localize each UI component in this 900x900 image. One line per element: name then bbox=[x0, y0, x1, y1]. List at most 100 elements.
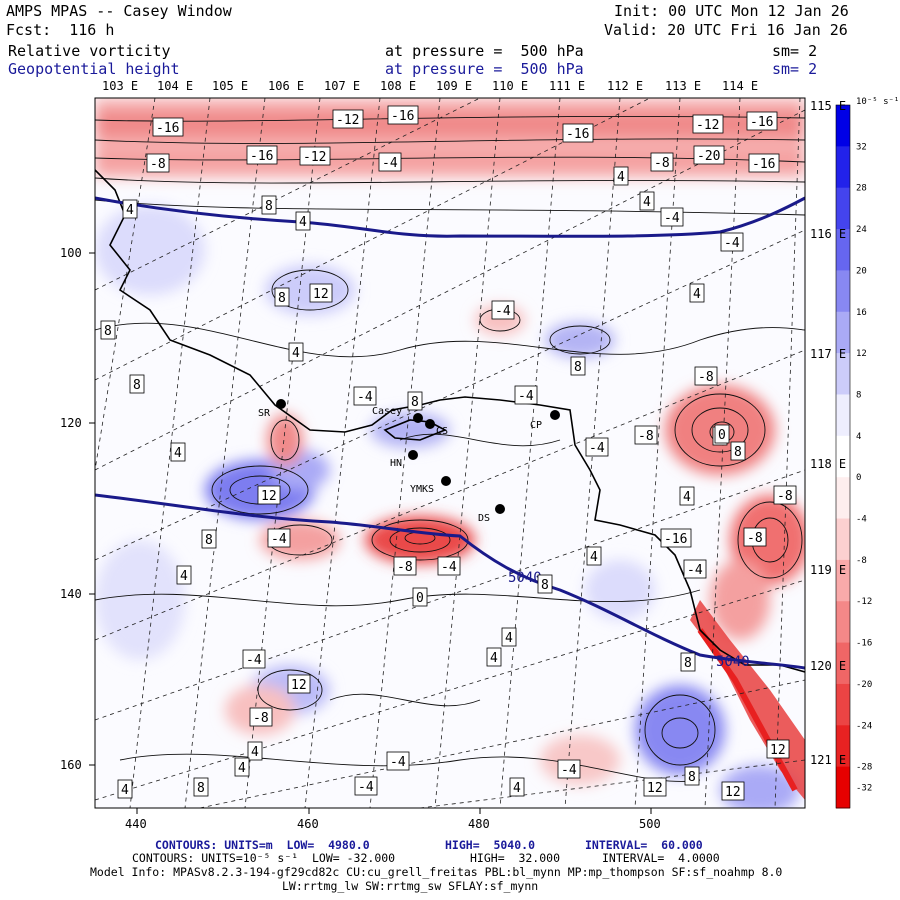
vorticity-contour-high: HIGH= 32.000 bbox=[470, 851, 561, 865]
vorticity-label-box bbox=[501, 627, 517, 647]
vorticity-contour-label: 4 bbox=[174, 446, 182, 461]
vorticity-label-box bbox=[714, 424, 730, 444]
vorticity-contours bbox=[95, 115, 805, 782]
vorticity-contour-label: 8 bbox=[734, 445, 742, 460]
model-info-cont: LW:rrtmg_lw SW:rrtmg_sw SFLAY:sf_mynn bbox=[282, 879, 539, 893]
vorticity-label-box bbox=[743, 527, 767, 547]
colorbar-swatch bbox=[836, 105, 850, 147]
x-tick-label: 460 bbox=[297, 817, 319, 831]
vorticity-label-box bbox=[257, 485, 281, 505]
vorticity-label-box bbox=[146, 153, 170, 173]
colorbar-label: 24 bbox=[856, 225, 867, 235]
vorticity-label-box bbox=[660, 528, 692, 548]
vorticity-label-box bbox=[720, 232, 744, 252]
field1-smoothing: sm= 2 bbox=[772, 42, 818, 60]
vorticity-contour-label: 4 bbox=[180, 569, 188, 584]
colorbar-swatch bbox=[836, 311, 850, 354]
colorbar-label: -8 bbox=[856, 556, 867, 566]
vorticity-label-box bbox=[386, 751, 410, 771]
station-markers bbox=[276, 399, 560, 514]
lon-label-right: 120 E bbox=[810, 659, 846, 673]
vorticity-contour-label: -4 bbox=[495, 304, 511, 319]
colorbar-frame bbox=[835, 104, 851, 809]
vorticity-contour-label: -4 bbox=[382, 156, 398, 171]
vorticity-label-box bbox=[689, 283, 705, 303]
vorticity-contour-label: -4 bbox=[724, 236, 740, 251]
colorbar-label: 12 bbox=[856, 349, 867, 359]
station-label: DS bbox=[478, 513, 490, 524]
vorticity-contour-label: 4 bbox=[238, 761, 246, 776]
vorticity-contour-label: -4 bbox=[271, 532, 287, 547]
vorticity-contour-label: 8 bbox=[197, 781, 205, 796]
vorticity-contour-label: 8 bbox=[411, 395, 419, 410]
colorbar-label: -32 bbox=[856, 783, 872, 793]
lon-label-right: 119 E bbox=[810, 563, 846, 577]
vorticity-contour-label: -8 bbox=[638, 429, 654, 444]
station-label: CS bbox=[436, 426, 448, 437]
station-casey bbox=[413, 413, 423, 423]
vorticity-contour-label: -8 bbox=[253, 711, 269, 726]
vorticity-contour-label: -4 bbox=[246, 653, 262, 668]
x-tick-label: 500 bbox=[639, 817, 661, 831]
vorticity-label-box bbox=[730, 441, 746, 461]
colorbar-label: -4 bbox=[856, 515, 867, 525]
vorticity-label-box bbox=[176, 565, 192, 585]
lon-label-right: 121 E bbox=[810, 753, 846, 767]
vorticity-label-box bbox=[387, 105, 419, 125]
vorticity-contour-label: -12 bbox=[336, 113, 359, 128]
vorticity-contour-label: 4 bbox=[505, 631, 513, 646]
vorticity-label-box bbox=[639, 191, 655, 211]
vorticity-label-box bbox=[514, 385, 538, 405]
vorticity-label-box bbox=[660, 207, 684, 227]
vorticity-contour-label: 12 bbox=[313, 287, 329, 302]
field1-name: Relative vorticity bbox=[8, 42, 171, 60]
vorticity-contour-label: -4 bbox=[357, 390, 373, 405]
vorticity-label-box bbox=[267, 528, 291, 548]
vorticity-contour-label: -8 bbox=[654, 156, 670, 171]
vorticity-contour-label: 12 bbox=[261, 489, 277, 504]
vorticity-label-box bbox=[247, 741, 263, 761]
vorticity-contour-label: 4 bbox=[513, 781, 521, 796]
vorticity-field bbox=[95, 98, 805, 808]
vorticity-contour-label: -20 bbox=[697, 149, 720, 164]
vorticity-label-box bbox=[193, 777, 209, 797]
vorticity-contour-label: -16 bbox=[156, 121, 179, 136]
vorticity-contour-label: 4 bbox=[126, 203, 134, 218]
valid-time: Valid: 20 UTC Fri 16 Jan 26 bbox=[604, 21, 848, 39]
vorticity-label-box bbox=[378, 152, 402, 172]
lon-label-top: 109 E bbox=[436, 79, 472, 93]
vorticity-label-box bbox=[721, 781, 745, 801]
vorticity-contour-label: -12 bbox=[696, 118, 719, 133]
vorticity-contour-label: 8 bbox=[688, 770, 696, 785]
vorticity-contour-label: 4 bbox=[121, 783, 129, 798]
colorbar-swatch bbox=[836, 601, 850, 644]
vorticity-contour-label: -4 bbox=[664, 211, 680, 226]
vorticity-label-box bbox=[570, 356, 586, 376]
vorticity-label-box bbox=[299, 146, 331, 166]
lon-label-top: 112 E bbox=[607, 79, 643, 93]
vorticity-contour-label: -16 bbox=[250, 149, 273, 164]
colorbar-swatch bbox=[836, 353, 850, 395]
vorticity-contour-label: 8 bbox=[574, 360, 582, 375]
forecast-hour: Fcst: 116 h bbox=[6, 21, 115, 39]
colorbar-label: -24 bbox=[856, 721, 872, 731]
vorticity-contour-label: 4 bbox=[617, 170, 625, 185]
colorbar-label: -20 bbox=[856, 680, 872, 690]
vorticity-contour-label: 12 bbox=[770, 743, 786, 758]
vorticity-label-box bbox=[613, 166, 629, 186]
vorticity-label-box bbox=[683, 559, 707, 579]
vorticity-contour-label: -8 bbox=[747, 531, 763, 546]
vorticity-contour-label: 4 bbox=[693, 287, 701, 302]
lon-label-top: 104 E bbox=[157, 79, 193, 93]
vorticity-contour-label: -4 bbox=[390, 755, 406, 770]
lon-label-top: 110 E bbox=[492, 79, 528, 93]
station-ymks bbox=[441, 476, 451, 486]
vorticity-label-box bbox=[201, 529, 217, 549]
vorticity-label-box bbox=[693, 145, 725, 165]
vorticity-contour-label: 12 bbox=[291, 678, 307, 693]
colorbar-swatch bbox=[836, 766, 850, 809]
height-contour-label: 5040 bbox=[508, 570, 542, 586]
station-cp bbox=[550, 410, 560, 420]
lon-label-top: 111 E bbox=[549, 79, 585, 93]
y-tick-label: 120 bbox=[60, 416, 82, 430]
